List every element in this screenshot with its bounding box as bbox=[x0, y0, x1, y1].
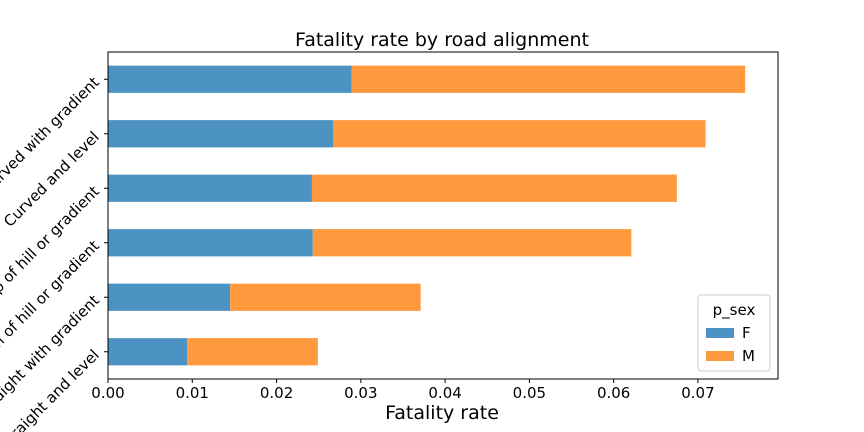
x-tick-label: 0.06 bbox=[597, 384, 630, 402]
x-tick-label: 0.07 bbox=[681, 384, 714, 402]
bar-m-curved-with-gradient bbox=[351, 65, 746, 93]
legend: p_sex FM bbox=[697, 294, 771, 372]
x-tick-label: 0.05 bbox=[513, 384, 546, 402]
bar-f-top-of-hill-or-gradient bbox=[108, 174, 312, 202]
x-tick-label: 0.00 bbox=[91, 384, 124, 402]
bar-f-bottom-of-hill-or-gradient bbox=[108, 229, 313, 257]
axes-group bbox=[107, 51, 779, 380]
x-tick-label: 0.03 bbox=[344, 384, 377, 402]
x-axis-title: Fatality rate bbox=[385, 402, 499, 424]
bar-f-curved-and-level bbox=[108, 120, 334, 148]
bar-f-straight-with-gradient bbox=[108, 283, 231, 311]
x-tick-label: 0.02 bbox=[260, 384, 293, 402]
bar-f-curved-with-gradient bbox=[108, 65, 352, 93]
x-ticks-group: 0.00 0.01 0.02 0.03 0.04 0.05 0.06 0.07 bbox=[91, 379, 715, 402]
bar-m-straight-with-gradient bbox=[230, 283, 421, 311]
bar-m-curved-and-level bbox=[333, 120, 706, 148]
legend-title: p_sex bbox=[713, 301, 756, 320]
bar-m-top-of-hill-or-gradient bbox=[311, 174, 677, 202]
bar-m-straight-and-level bbox=[187, 338, 318, 366]
y-tick-label-curved-and-level: Curved and level bbox=[0, 128, 103, 231]
bar-f-straight-and-level bbox=[108, 338, 188, 366]
bar-m-bottom-of-hill-or-gradient bbox=[312, 229, 632, 257]
legend-label-m: M bbox=[742, 347, 755, 365]
bars-group bbox=[108, 65, 746, 366]
x-tick-label: 0.04 bbox=[428, 384, 461, 402]
x-tick-label: 0.01 bbox=[176, 384, 209, 402]
legend-swatch-f bbox=[706, 328, 734, 338]
legend-label-f: F bbox=[742, 324, 751, 342]
chart-title: Fatality rate by road alignment bbox=[295, 29, 589, 51]
legend-swatch-m bbox=[706, 351, 734, 361]
plot-frame bbox=[107, 51, 779, 380]
